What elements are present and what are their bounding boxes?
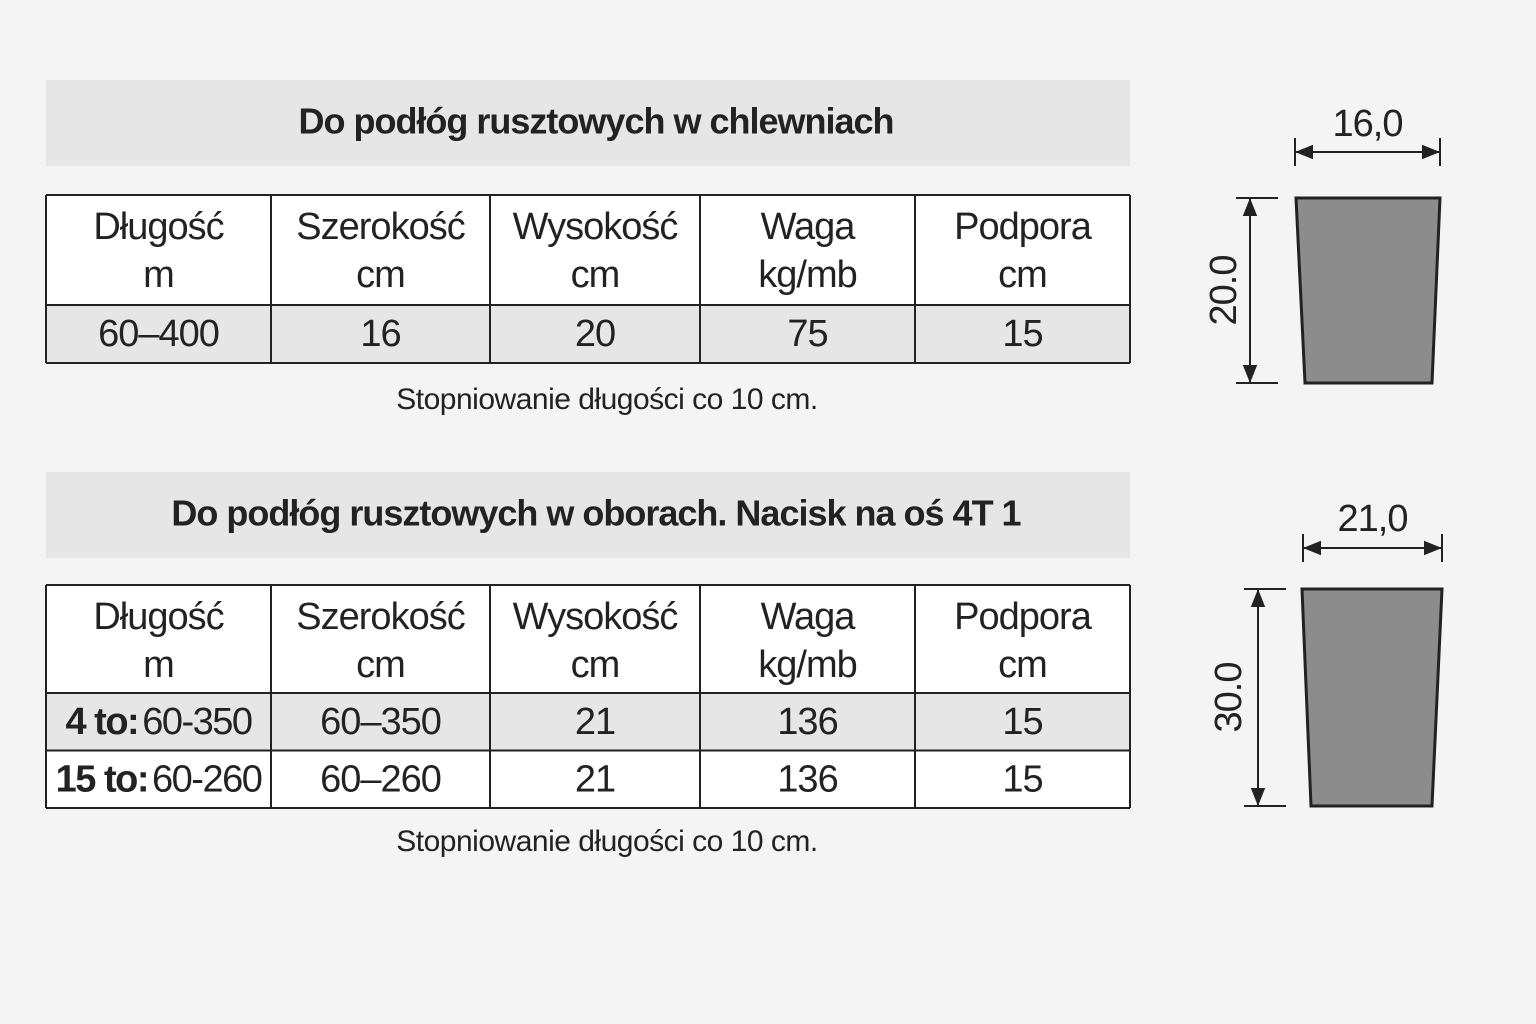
header-cell: Waga [761,206,857,248]
table-cell: 75 [787,313,827,355]
header-cell: Wysokość [513,206,678,248]
section-title: Do podłóg rusztowych w oborach. Nacisk n… [171,493,1021,534]
header-cell: Szerokość [296,596,464,638]
cell-bold: 4 to: [65,701,138,743]
table-note: Stopniowanie długości co 10 cm. [396,825,817,858]
table-cell: 21 [575,758,615,800]
cell-text: 60-350 [142,701,252,743]
header-cell: cm [356,254,405,296]
section-title: Do podłóg rusztowych w chlewniach [298,101,893,142]
header-cell: m [143,644,174,686]
profile-shape [1294,196,1442,385]
table-cell: 15 [1002,313,1042,355]
header-cell: cm [998,254,1047,296]
table-cell: 15 [1002,758,1042,800]
header-cell: Długość [93,206,223,248]
header-cell: Długość [93,596,223,638]
header-cell: Podpora [954,206,1093,248]
header-cell: Szerokość [296,206,464,248]
table-cell: 16 [360,313,400,355]
profile-shape [1300,587,1444,808]
table-cell: 15 to: 60-260 [56,758,262,800]
table-note: Stopniowanie długości co 10 cm. [396,383,817,416]
title-band [46,80,1130,166]
table-row [46,693,1130,751]
header-cell: m [143,254,174,296]
table-row [46,750,1130,808]
title-band [46,472,1130,558]
header-cell: cm [571,254,620,296]
table-cell: 15 [1002,701,1042,743]
table-cell: 4 to: 60-350 [65,701,251,743]
table-row [46,305,1130,363]
table-cell: 136 [777,758,837,800]
height-label: 30.0 [1208,663,1250,733]
header-row [46,585,1130,693]
cell-bold: 15 to: [56,758,148,800]
header-cell: Podpora [954,596,1093,638]
table-cell: 21 [575,701,615,743]
height-label: 20.0 [1203,256,1245,326]
width-label: 21,0 [1338,498,1408,540]
header-cell: kg/mb [758,254,856,296]
table-cell: 136 [777,701,837,743]
header-cell: Wysokość [513,596,678,638]
table-cell: 60–400 [98,313,219,355]
header-cell: cm [571,644,620,686]
width-label: 16,0 [1333,103,1403,145]
header-cell: cm [998,644,1047,686]
header-cell: Waga [761,596,857,638]
table-cell: 60–260 [320,758,441,800]
table-cell: 60–350 [320,701,441,743]
table-cell: 20 [575,313,615,355]
header-row [46,195,1130,305]
header-cell: cm [356,644,405,686]
header-cell: kg/mb [758,644,856,686]
cell-text: 60-260 [152,758,262,800]
